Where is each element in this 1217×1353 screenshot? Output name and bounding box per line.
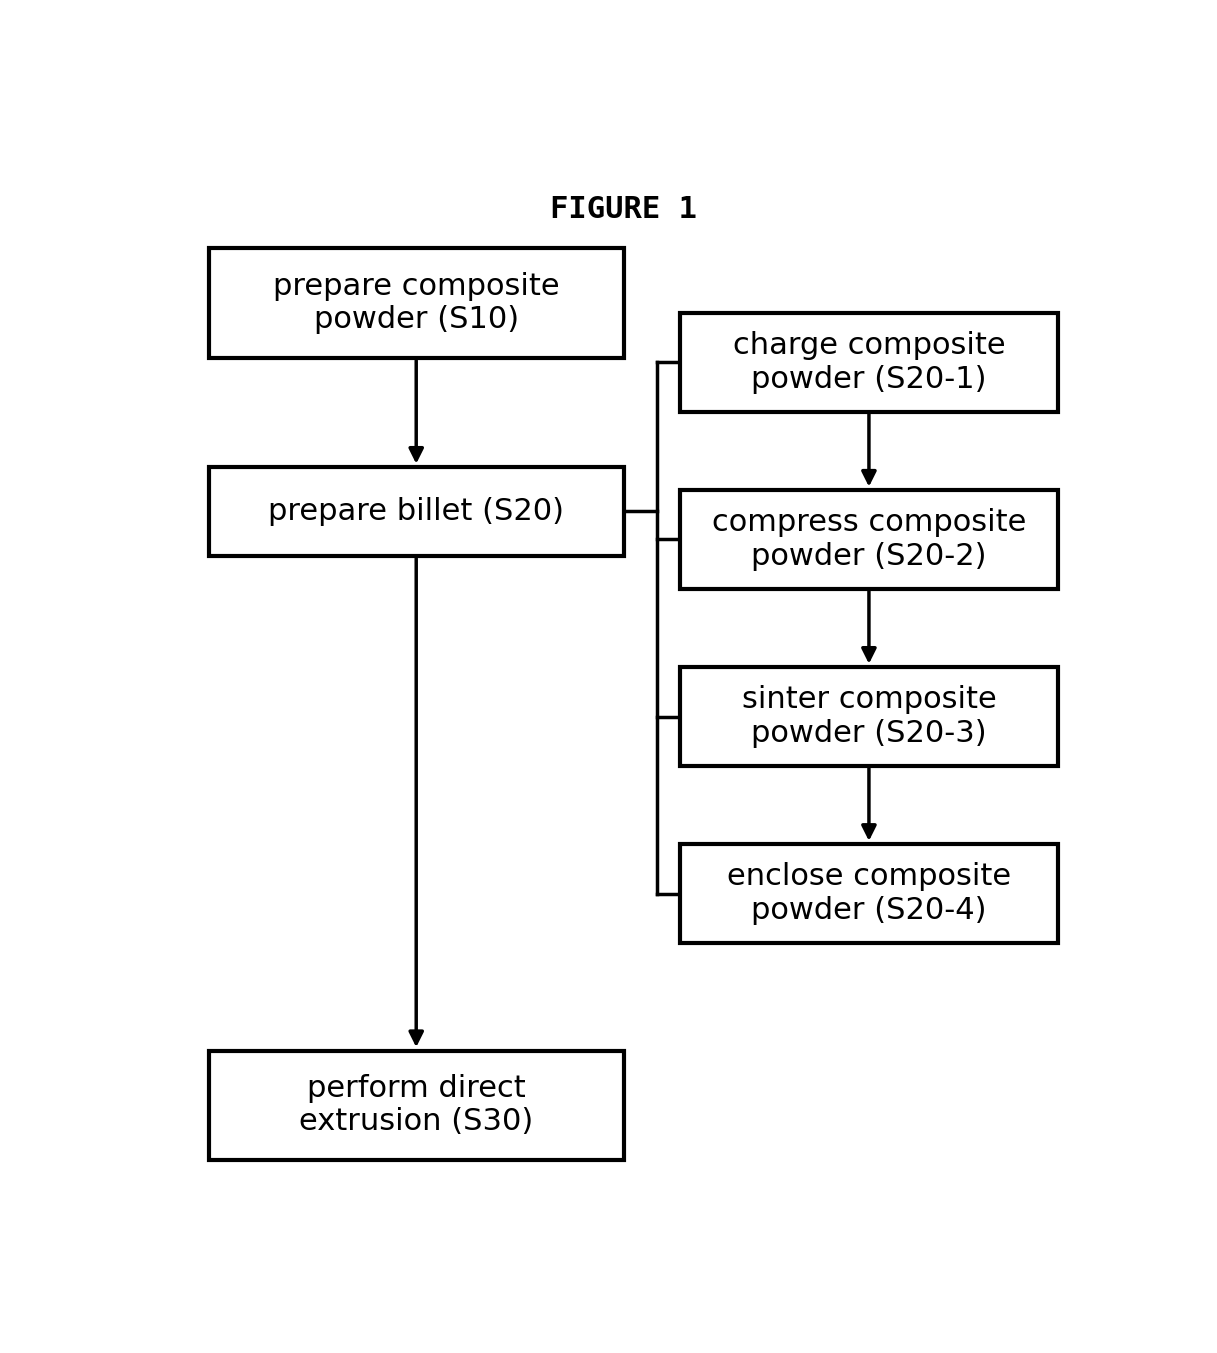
FancyBboxPatch shape	[209, 249, 623, 357]
Text: FIGURE 1: FIGURE 1	[550, 195, 697, 223]
Text: enclose composite
powder (S20-4): enclose composite powder (S20-4)	[727, 862, 1011, 925]
Text: prepare composite
powder (S10): prepare composite powder (S10)	[273, 272, 560, 334]
FancyBboxPatch shape	[209, 1050, 623, 1160]
FancyBboxPatch shape	[680, 313, 1058, 411]
Text: sinter composite
powder (S20-3): sinter composite powder (S20-3)	[741, 686, 997, 748]
Text: compress composite
powder (S20-2): compress composite powder (S20-2)	[712, 509, 1026, 571]
Text: charge composite
powder (S20-1): charge composite powder (S20-1)	[733, 331, 1005, 394]
Text: prepare billet (S20): prepare billet (S20)	[268, 497, 565, 526]
FancyBboxPatch shape	[680, 844, 1058, 943]
FancyBboxPatch shape	[680, 667, 1058, 766]
Text: perform direct
extrusion (S30): perform direct extrusion (S30)	[299, 1074, 533, 1137]
FancyBboxPatch shape	[209, 467, 623, 556]
FancyBboxPatch shape	[680, 490, 1058, 589]
